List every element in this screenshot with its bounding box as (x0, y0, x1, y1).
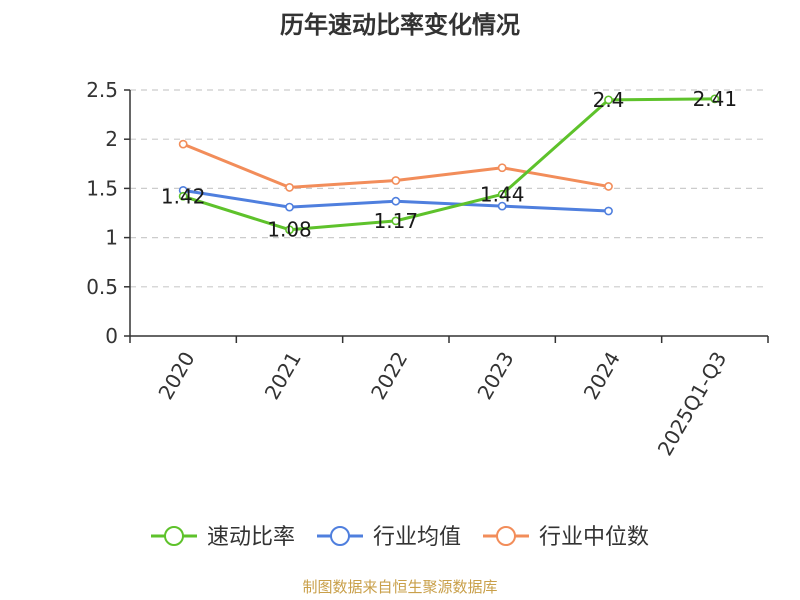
y-tick-label: 1 (105, 226, 118, 250)
data-point (391, 216, 401, 226)
data-point (285, 225, 294, 235)
y-tick-label: 2 (105, 127, 118, 151)
legend-label: 行业中位数 (539, 525, 649, 550)
data-point (391, 176, 401, 185)
y-tick-label: 1.5 (86, 176, 118, 200)
legend-swatch-marker (496, 526, 516, 546)
data-point (604, 206, 613, 216)
data-label: 1.17 (374, 209, 419, 233)
data-label: 1.08 (267, 218, 312, 242)
y-axis-ticks: 0 0.5 1 1.5 2 2.5 (86, 78, 130, 348)
data-labels: 1.42 1.08 1.17 1.44 2.4 2.41 (161, 87, 737, 242)
data-point (710, 94, 720, 104)
data-point (178, 139, 188, 149)
data-point (497, 201, 507, 211)
data-point (285, 183, 294, 192)
y-tick-label: 0 (105, 324, 118, 348)
source-note: 制图数据来自恒生聚源数据库 (302, 578, 497, 596)
data-point (178, 191, 188, 201)
x-tick-label: 2021 (260, 348, 306, 404)
x-tick-label: 2025Q1-Q3 (653, 348, 732, 460)
x-axis-ticks: 2020 2021 2022 2023 2024 2025Q1-Q3 (129, 336, 769, 460)
x-tick-label: 2022 (366, 348, 412, 404)
data-label: 1.44 (480, 182, 525, 206)
legend-label: 行业均值 (373, 525, 461, 550)
x-tick-label: 2023 (472, 347, 518, 403)
y-tick-label: 2.5 (86, 78, 118, 102)
legend-label: 速动比率 (207, 525, 295, 550)
legend-swatch-marker (330, 526, 350, 546)
data-point (285, 202, 294, 212)
data-point (497, 189, 507, 199)
axes (129, 90, 768, 337)
y-tick-label: 0.5 (86, 275, 118, 299)
x-tick-label: 2024 (579, 348, 625, 404)
data-label: 2.4 (593, 88, 625, 112)
chart-title: 历年速动比率变化情况 (280, 11, 520, 39)
legend-item-0[interactable]: 速动比率 (151, 525, 295, 550)
data-point (604, 95, 613, 105)
legend-swatch-marker (164, 526, 184, 546)
data-point (604, 182, 613, 191)
data-point (497, 163, 507, 173)
series-line-0 (182, 97, 715, 232)
grid-lines (130, 89, 768, 288)
legend[interactable]: 速动比率 行业均值 行业中位数 (151, 525, 649, 550)
series-layer (178, 94, 720, 235)
legend-item-1[interactable]: 行业均值 (317, 525, 461, 550)
data-point (391, 196, 401, 206)
data-label: 1.42 (161, 184, 206, 208)
x-tick-label: 2020 (153, 348, 199, 404)
legend-item-2[interactable]: 行业中位数 (483, 525, 649, 550)
data-label: 2.41 (693, 87, 738, 111)
